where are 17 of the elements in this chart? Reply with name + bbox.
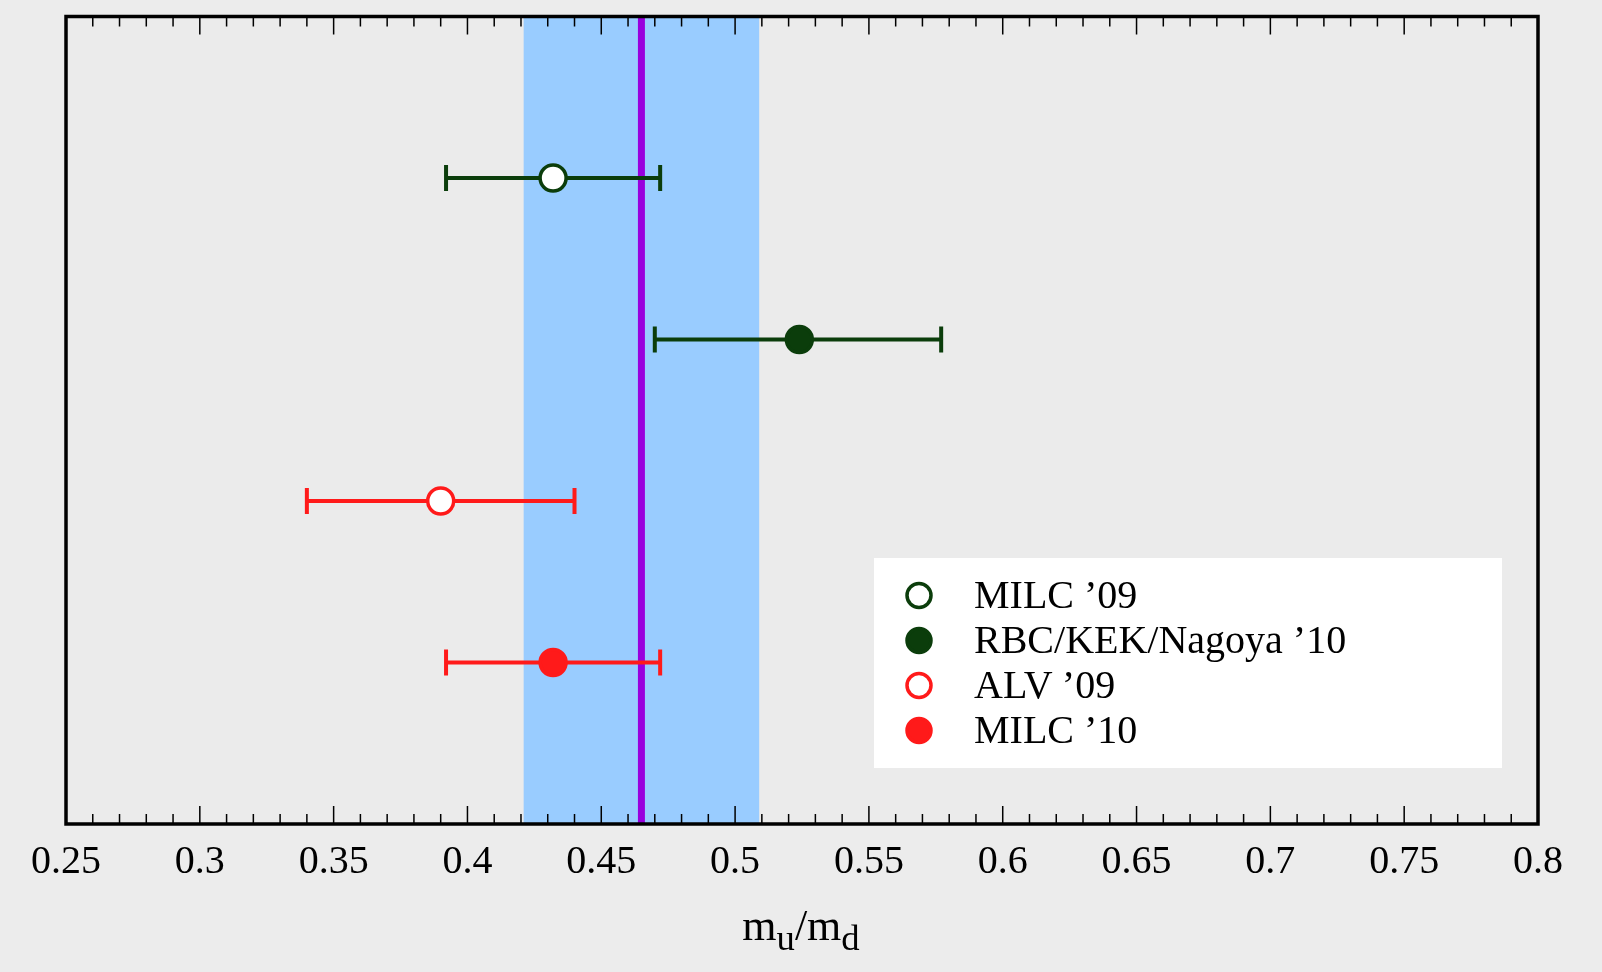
x-tick-label: 0.4 [442, 836, 493, 882]
x-tick-label: 0.6 [977, 836, 1028, 882]
x-tick-label: 0.65 [1101, 836, 1172, 882]
x-tick-label: 0.5 [710, 836, 761, 882]
x-tick-label: 0.7 [1245, 836, 1296, 882]
x-tick-label: 0.45 [566, 836, 637, 882]
legend-label: RBC/KEK/Nagoya ’10 [974, 617, 1347, 662]
x-tick-label: 0.8 [1513, 836, 1563, 882]
x-tick-label: 0.55 [833, 836, 904, 882]
x-axis-title: m$_{u}$/m$_{d}$ [741, 900, 861, 959]
x-tick-label: 0.25 [31, 836, 101, 882]
legend-label: ALV ’09 [974, 662, 1116, 707]
x-tick-label: 0.3 [174, 836, 225, 882]
legend-label: MILC ’09 [974, 572, 1138, 617]
legend-label: MILC ’10 [974, 707, 1138, 752]
x-tick-label: 0.35 [298, 836, 369, 882]
x-tick-label: 0.75 [1369, 836, 1440, 882]
